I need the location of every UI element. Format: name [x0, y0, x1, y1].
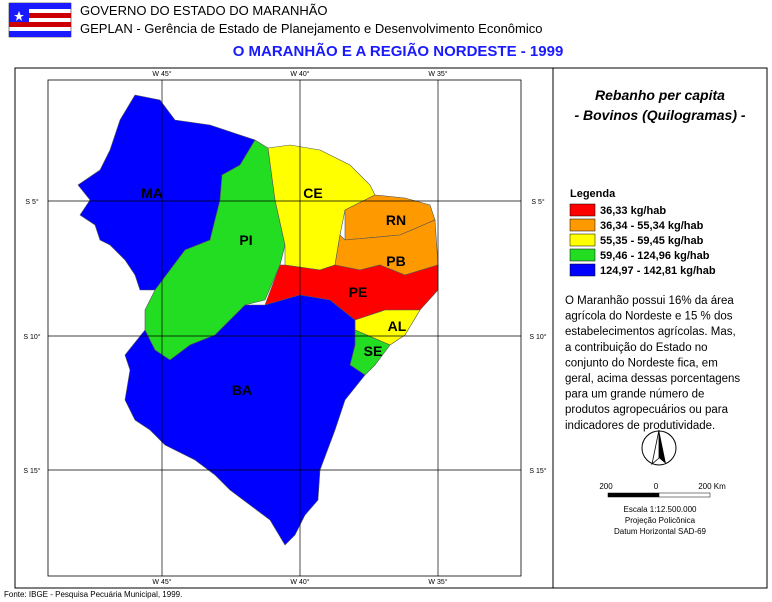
- paragraph-line: conjunto do Nordeste fica, em: [565, 357, 718, 369]
- legend-label: 55,35 - 59,45 kg/hab: [600, 235, 704, 247]
- region-label: AL: [388, 318, 407, 334]
- grid-label: S 10°: [529, 333, 546, 341]
- graticule: [48, 80, 521, 576]
- header-line: GOVERNO DO ESTADO DO MARANHÃO: [80, 3, 328, 18]
- panel-title: Rebanho per capita: [595, 87, 725, 103]
- legend-label: 124,97 - 142,81 kg/hab: [600, 265, 716, 277]
- scale-text: Escala 1:12.500.000: [624, 505, 697, 514]
- grid-label: W 45°: [152, 578, 171, 586]
- grid-label: W 40°: [290, 578, 309, 586]
- legend-title: Legenda: [570, 188, 616, 200]
- grid-label: S 5°: [531, 198, 545, 206]
- region: [124, 294, 366, 546]
- paragraph-line: estabelecimentos agrícolas. Mas,: [565, 326, 736, 338]
- frame: [14, 67, 768, 589]
- legend-swatch: [569, 248, 596, 262]
- grid-label: S 5°: [25, 198, 39, 206]
- scale-label: 200 Km: [698, 482, 726, 491]
- region-label: CE: [303, 185, 322, 201]
- region-label: BA: [232, 382, 252, 398]
- scale-label: 200: [599, 482, 613, 491]
- grid-label: W 35°: [428, 578, 447, 586]
- paragraph-line: indicadores de produtividade.: [565, 420, 715, 432]
- region-label: PE: [349, 284, 368, 300]
- region-label: MA: [141, 185, 163, 201]
- paragraph-line: O Maranhão possui 16% da área: [565, 295, 734, 307]
- region-label: RN: [386, 212, 406, 228]
- region: [267, 144, 376, 271]
- legend-swatch: [569, 218, 596, 232]
- header-title: O MARANHÃO E A REGIÃO NORDESTE - 1999: [233, 42, 564, 60]
- scale-text: Projeção Policônica: [625, 516, 696, 525]
- paragraph-line: geral, acima dessas porcentagens: [565, 373, 740, 385]
- legend-swatch: [569, 263, 596, 277]
- regions: [77, 94, 439, 546]
- grid-label: W 45°: [152, 70, 171, 78]
- grid-label: S 15°: [529, 467, 546, 475]
- map-frame: [47, 79, 522, 577]
- paragraph-line: produtos agropecuários ou para: [565, 404, 729, 416]
- region-label: SE: [364, 343, 383, 359]
- paragraph: O Maranhão possui 16% da área agrícola do…: [565, 295, 740, 432]
- paragraph-line: para um grande número de: [565, 389, 704, 401]
- region-label: PB: [386, 253, 405, 269]
- scale-text: Datum Horizontal SAD-69: [614, 527, 707, 536]
- legend-swatch: [569, 233, 596, 247]
- legend-label: 36,34 - 55,34 kg/hab: [600, 220, 704, 232]
- region: [77, 94, 256, 291]
- paragraph-line: a contribuição do Estado no: [565, 342, 708, 354]
- grid-label: S 10°: [23, 333, 40, 341]
- grid-label: W 35°: [428, 70, 447, 78]
- grid-label: S 15°: [23, 467, 40, 475]
- header-line: GEPLAN - Gerência de Estado de Planejame…: [80, 21, 542, 36]
- legend-label: 36,33 kg/hab: [600, 205, 666, 217]
- legend: 36,33 kg/hab 36,34 - 55,34 kg/hab 55,35 - …: [569, 203, 716, 277]
- region-label: PI: [239, 232, 252, 248]
- footer: Fonte: IBGE - Pesquisa Pecuária Municipa…: [4, 590, 182, 599]
- legend-swatch: [569, 203, 596, 217]
- legend-label: 59,46 - 124,96 kg/hab: [600, 250, 710, 262]
- scale-bar: [607, 492, 711, 498]
- north-arrow: [641, 429, 677, 466]
- grid-label: W 40°: [290, 70, 309, 78]
- logo: [8, 2, 72, 38]
- panel-subtitle: - Bovinos (Quilogramas) -: [574, 107, 745, 123]
- scale-label: 0: [654, 482, 659, 491]
- paragraph-line: agrícola do Nordeste e 15 % dos: [565, 311, 733, 323]
